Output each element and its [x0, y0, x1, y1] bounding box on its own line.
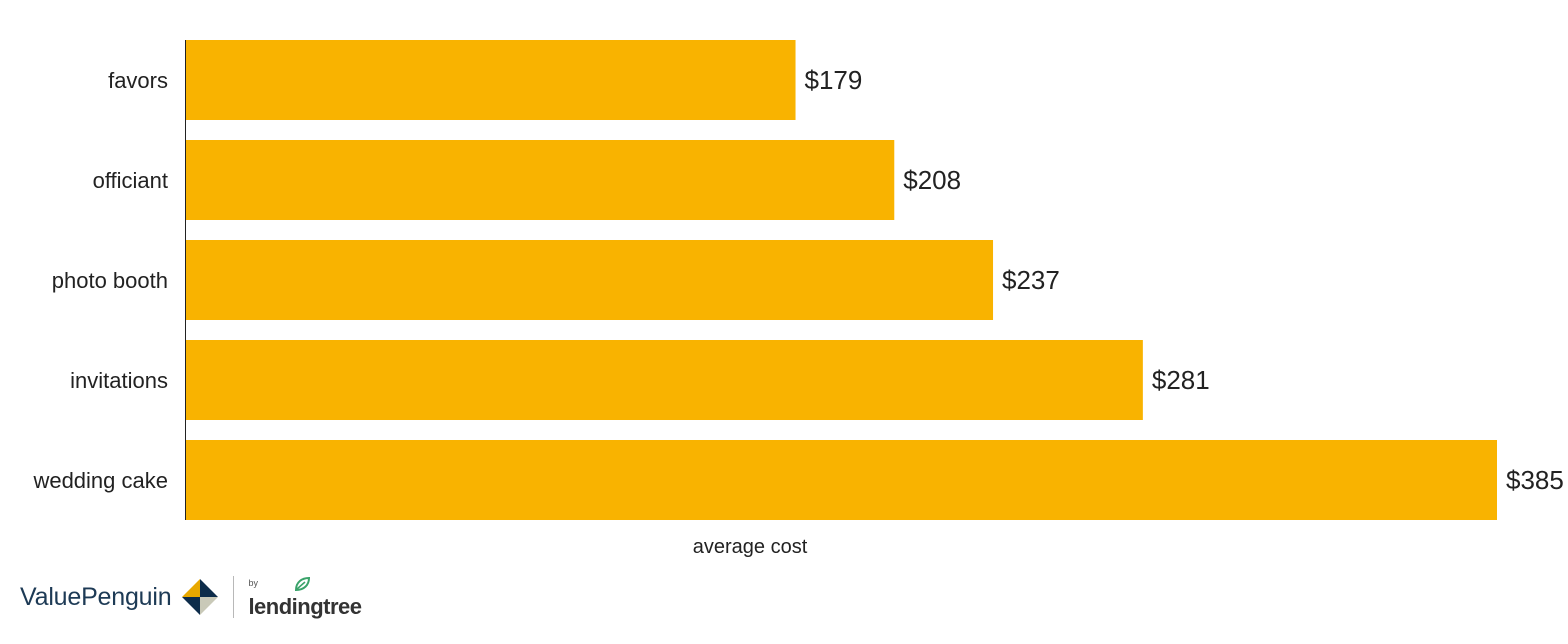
by-label: by — [248, 578, 258, 588]
bar-invitations — [186, 340, 1143, 420]
lendingtree-logo: by lendingtree — [248, 576, 362, 619]
bar-wedding-cake — [186, 440, 1497, 520]
logo-divider — [233, 576, 235, 618]
bars-group: favors $179 officiant $208 photo booth $237 in… — [32, 40, 1564, 520]
category-label: officiant — [93, 168, 168, 193]
bar-photo-booth — [186, 240, 994, 320]
value-label: $208 — [903, 165, 961, 195]
value-label: $385 — [1506, 465, 1564, 495]
category-label: photo booth — [52, 268, 168, 293]
value-label: $237 — [1002, 265, 1060, 295]
value-label: $179 — [805, 65, 863, 95]
category-label: favors — [108, 68, 168, 93]
value-label: $281 — [1152, 365, 1210, 395]
lendingtree-wordmark: lendingtree — [248, 594, 362, 619]
valuepenguin-logo: ValuePenguin by lendingtree — [20, 572, 362, 622]
category-label: invitations — [70, 368, 168, 393]
leaf-icon — [295, 576, 311, 592]
category-label: wedding cake — [32, 468, 168, 493]
bar-favors — [186, 40, 796, 120]
valuepenguin-diamond-icon — [182, 579, 219, 615]
valuepenguin-wordmark: ValuePenguin — [20, 582, 172, 611]
bar-chart: favors $179 officiant $208 photo booth $237 in… — [32, 40, 1564, 558]
bar-officiant — [186, 140, 895, 220]
x-axis-title: average cost — [693, 536, 808, 558]
